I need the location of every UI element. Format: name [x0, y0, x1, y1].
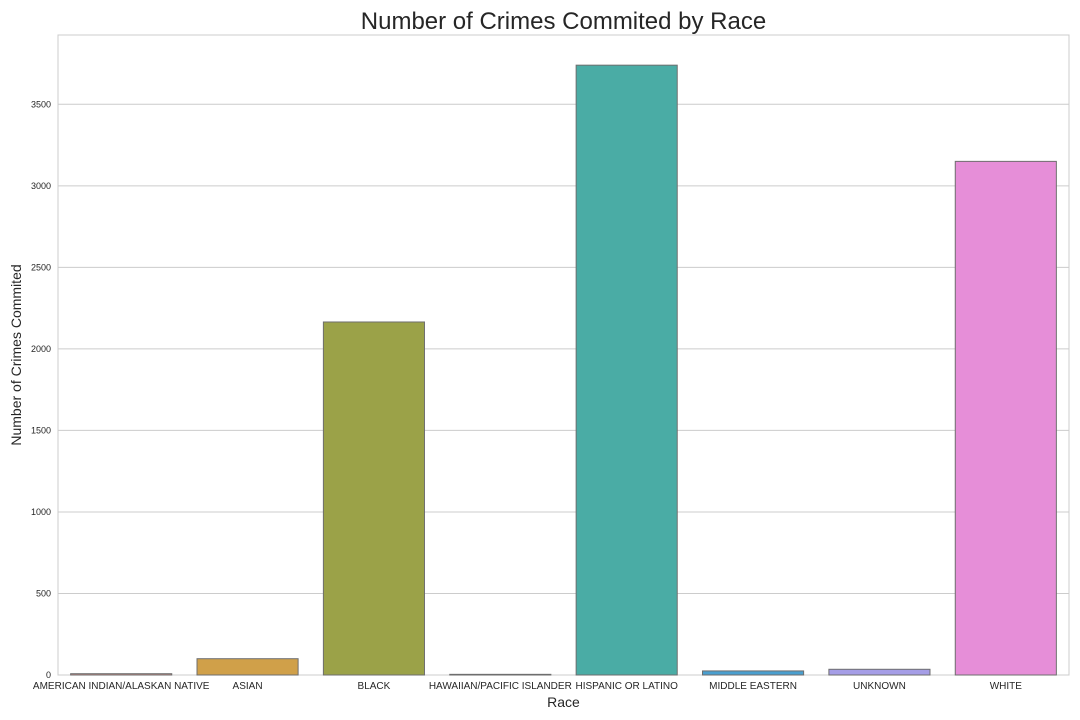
bar-black — [322, 321, 425, 676]
plot-area — [57, 34, 1070, 676]
y-tick-label: 3000 — [31, 181, 51, 191]
bar-asian — [196, 658, 299, 676]
y-tick-label: 0 — [46, 670, 51, 680]
x-tick-label: BLACK — [358, 681, 391, 692]
bars — [70, 64, 1057, 676]
y-axis-ticks: 0 500 1000 1500 2000 2500 3000 3500 — [31, 99, 51, 680]
gridlines — [58, 103, 1069, 676]
y-tick-label: 1500 — [31, 425, 51, 435]
x-tick-label: WHITE — [990, 681, 1023, 692]
x-tick-label: AMERICAN INDIAN/ALASKAN NATIVE — [33, 681, 210, 692]
x-axis-ticks: AMERICAN INDIAN/ALASKAN NATIVE ASIAN BLACK… — [33, 681, 1022, 692]
y-tick-label: 3500 — [31, 99, 51, 109]
chart-title: Number of Crimes Commited by Race — [361, 8, 766, 35]
bar-hawaiian-pacific-islander — [449, 673, 552, 676]
y-axis-label: Number of Crimes Commited — [8, 264, 24, 445]
y-tick-label: 1000 — [31, 507, 51, 517]
bar-american-indian-alaskan-native — [70, 673, 173, 676]
bar-middle-eastern — [702, 670, 805, 676]
x-tick-label: ASIAN — [233, 681, 263, 692]
bar-unknown — [828, 668, 931, 676]
x-tick-label: MIDDLE EASTERN — [709, 681, 797, 692]
y-tick-label: 2500 — [31, 262, 51, 272]
y-tick-label: 500 — [36, 588, 51, 598]
bar-hispanic-or-latino — [575, 64, 678, 676]
x-tick-label: HAWAIIAN/PACIFIC ISLANDER — [429, 681, 572, 692]
y-tick-label: 2000 — [31, 344, 51, 354]
x-tick-label: UNKNOWN — [853, 681, 906, 692]
x-axis-label: Race — [547, 694, 580, 710]
bar-white — [954, 160, 1057, 676]
x-tick-label: HISPANIC OR LATINO — [575, 681, 678, 692]
